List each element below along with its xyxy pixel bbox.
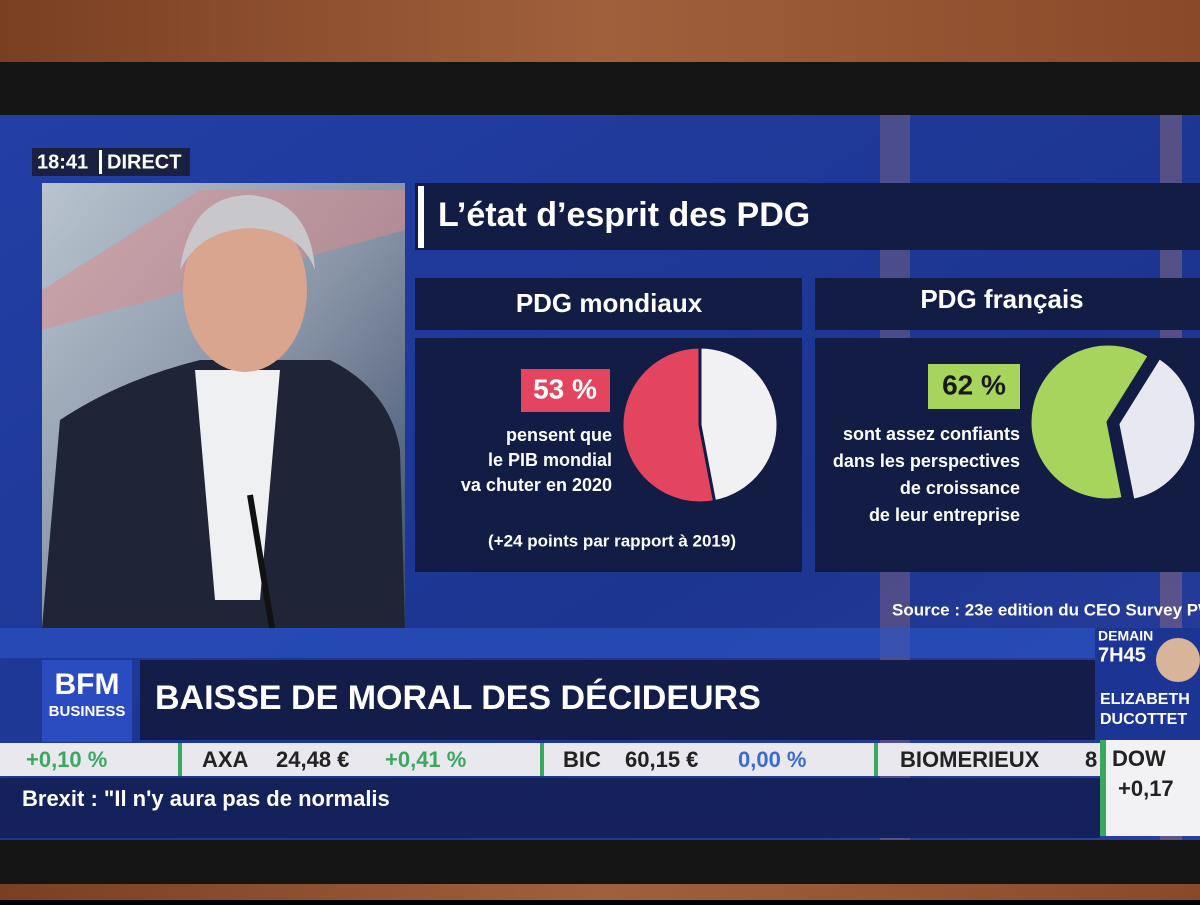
ticker-name: BIOMERIEUX xyxy=(900,747,1040,772)
separator xyxy=(99,150,102,174)
chart-title: PDG français xyxy=(920,284,1083,314)
title-bar xyxy=(418,186,424,248)
host: DUCOTTET xyxy=(1100,711,1187,728)
dow-change: +0,17 xyxy=(1118,776,1174,801)
separator xyxy=(178,743,182,776)
panel-header xyxy=(815,278,1200,330)
value-label: 62 % xyxy=(942,369,1006,400)
separator xyxy=(1100,740,1106,836)
source: Source : 23e edition du CEO Survey PWC xyxy=(892,600,1200,619)
pie-slice xyxy=(698,345,780,504)
band xyxy=(0,628,1095,658)
ticker-name: AXA xyxy=(202,747,249,772)
separator xyxy=(540,743,544,776)
value-label-box xyxy=(521,369,610,412)
headline: BAISSE DE MORAL DES DÉCIDEURS xyxy=(155,679,761,717)
pie-slice xyxy=(1028,342,1152,502)
host-photo xyxy=(1156,638,1200,682)
infographic-title: L’état d’esprit des PDG xyxy=(438,196,810,234)
ticker-price: 8 xyxy=(1085,747,1097,772)
crawl-text: Brexit : "Il n'y aura pas de normalis xyxy=(22,786,390,811)
chart-title: PDG mondiaux xyxy=(516,288,703,318)
guest-hair xyxy=(180,195,315,270)
ticker-change: +0,10 % xyxy=(26,747,107,772)
caption: le PIB mondial xyxy=(488,450,612,470)
ticker-price: 24,48 € xyxy=(276,747,349,772)
ticker-change: 0,00 % xyxy=(738,747,807,772)
caption: dans les perspectives xyxy=(833,451,1020,471)
host: ELIZABETH xyxy=(1100,691,1190,708)
caption: va chuter en 2020 xyxy=(461,475,612,495)
note: (+24 points par rapport à 2019) xyxy=(488,531,736,550)
ticker-name: BIC xyxy=(563,747,601,772)
clock-box xyxy=(32,148,190,176)
dow-name: DOW xyxy=(1112,746,1166,771)
panel-header xyxy=(415,278,802,330)
title-band xyxy=(415,183,1200,250)
next-when: DEMAIN xyxy=(1098,628,1153,644)
caption: sont assez confiants xyxy=(843,424,1020,444)
value-label-box xyxy=(928,364,1020,409)
logo: BUSINESS xyxy=(49,703,126,720)
value-label: 53 % xyxy=(533,373,597,404)
caption: pensent que xyxy=(506,425,612,445)
ticker-change: +0,41 % xyxy=(385,747,466,772)
logo-box xyxy=(42,660,132,742)
pie-slice xyxy=(620,345,717,505)
pie-slice xyxy=(1116,355,1198,503)
guest-face xyxy=(183,208,307,372)
news-crawl xyxy=(0,778,1100,838)
ticker-price: 60,15 € xyxy=(625,747,698,772)
separator xyxy=(874,743,878,776)
headline-box xyxy=(140,660,1095,740)
next-time: 7H45 xyxy=(1098,644,1146,666)
caption: de croissance xyxy=(900,478,1020,498)
microphone xyxy=(247,494,275,629)
clock: 18:41 xyxy=(37,151,88,173)
logo: BFM xyxy=(55,668,120,701)
status: DIRECT xyxy=(107,151,181,173)
caption: de leur entreprise xyxy=(869,505,1020,525)
stock-ticker xyxy=(0,743,1100,776)
dow-box xyxy=(1100,740,1200,836)
